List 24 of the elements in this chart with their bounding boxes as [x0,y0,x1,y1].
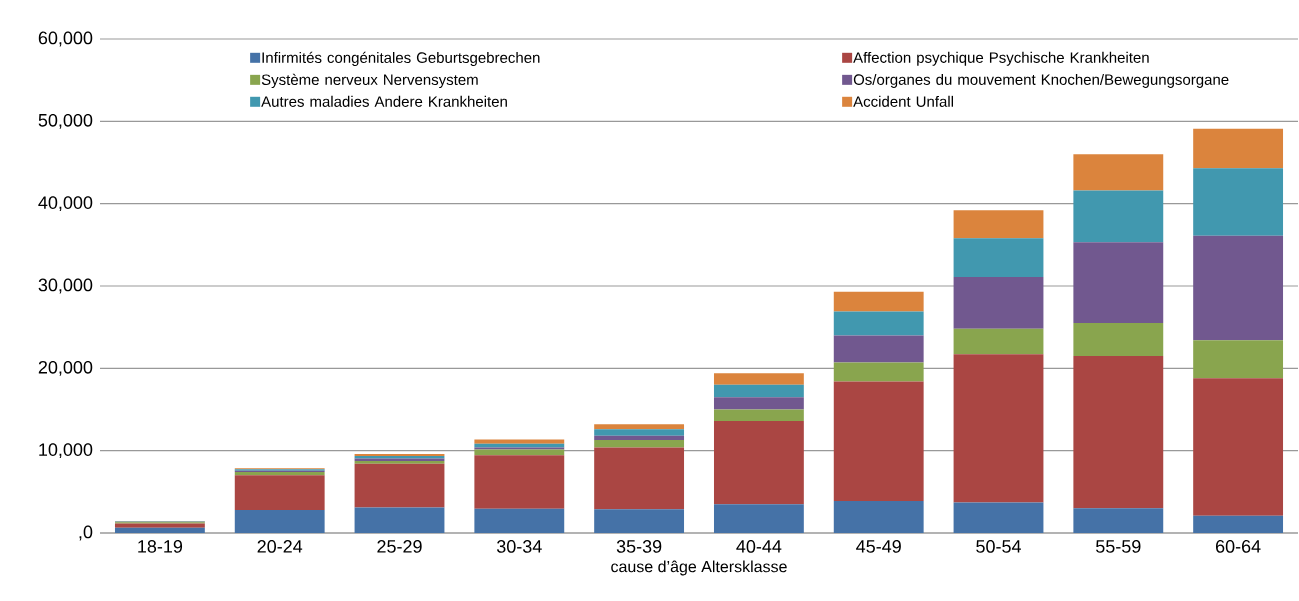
legend-label: Accident Unfall [853,95,953,107]
legend-label: Affection psychique Psychische Krankheiten [853,51,1149,66]
x-tick-label: 18-19 [138,540,183,553]
y-tick-label: 40,000 [38,196,93,212]
x-tick-label: 30-34 [496,540,542,553]
y-tick-label: 50,000 [38,113,93,129]
legend-label: Os/organes du mouvement Knochen/Bewegungsorgane [853,73,1229,88]
y-tick-label: 10,000 [39,443,93,459]
legend-label: Infirmités congénitales Geburtsgebrechen [262,51,540,66]
y-tick-label: ,0 [79,525,93,541]
x-tick-label: 60-64 [1216,540,1261,553]
legend-label: Système nerveux Nervensystem [261,73,478,88]
x-tick-label: 50-54 [976,540,1021,553]
y-tick-label: 30,000 [38,278,93,294]
x-axis-title: cause d’âge Altersklasse [611,560,787,576]
legend-label: Autres maladies Andere Krankheiten [261,95,507,107]
y-tick-label: 20,000 [38,360,93,376]
x-tick-label: 40-44 [736,540,782,553]
x-tick-label: 55-59 [1096,540,1141,553]
x-tick-label: 45-49 [856,540,901,553]
y-tick-label: 60,000 [38,31,93,47]
x-tick-label: 20-24 [257,540,303,553]
x-tick-label: 25-29 [377,540,422,553]
x-tick-label: 35-39 [616,540,662,553]
